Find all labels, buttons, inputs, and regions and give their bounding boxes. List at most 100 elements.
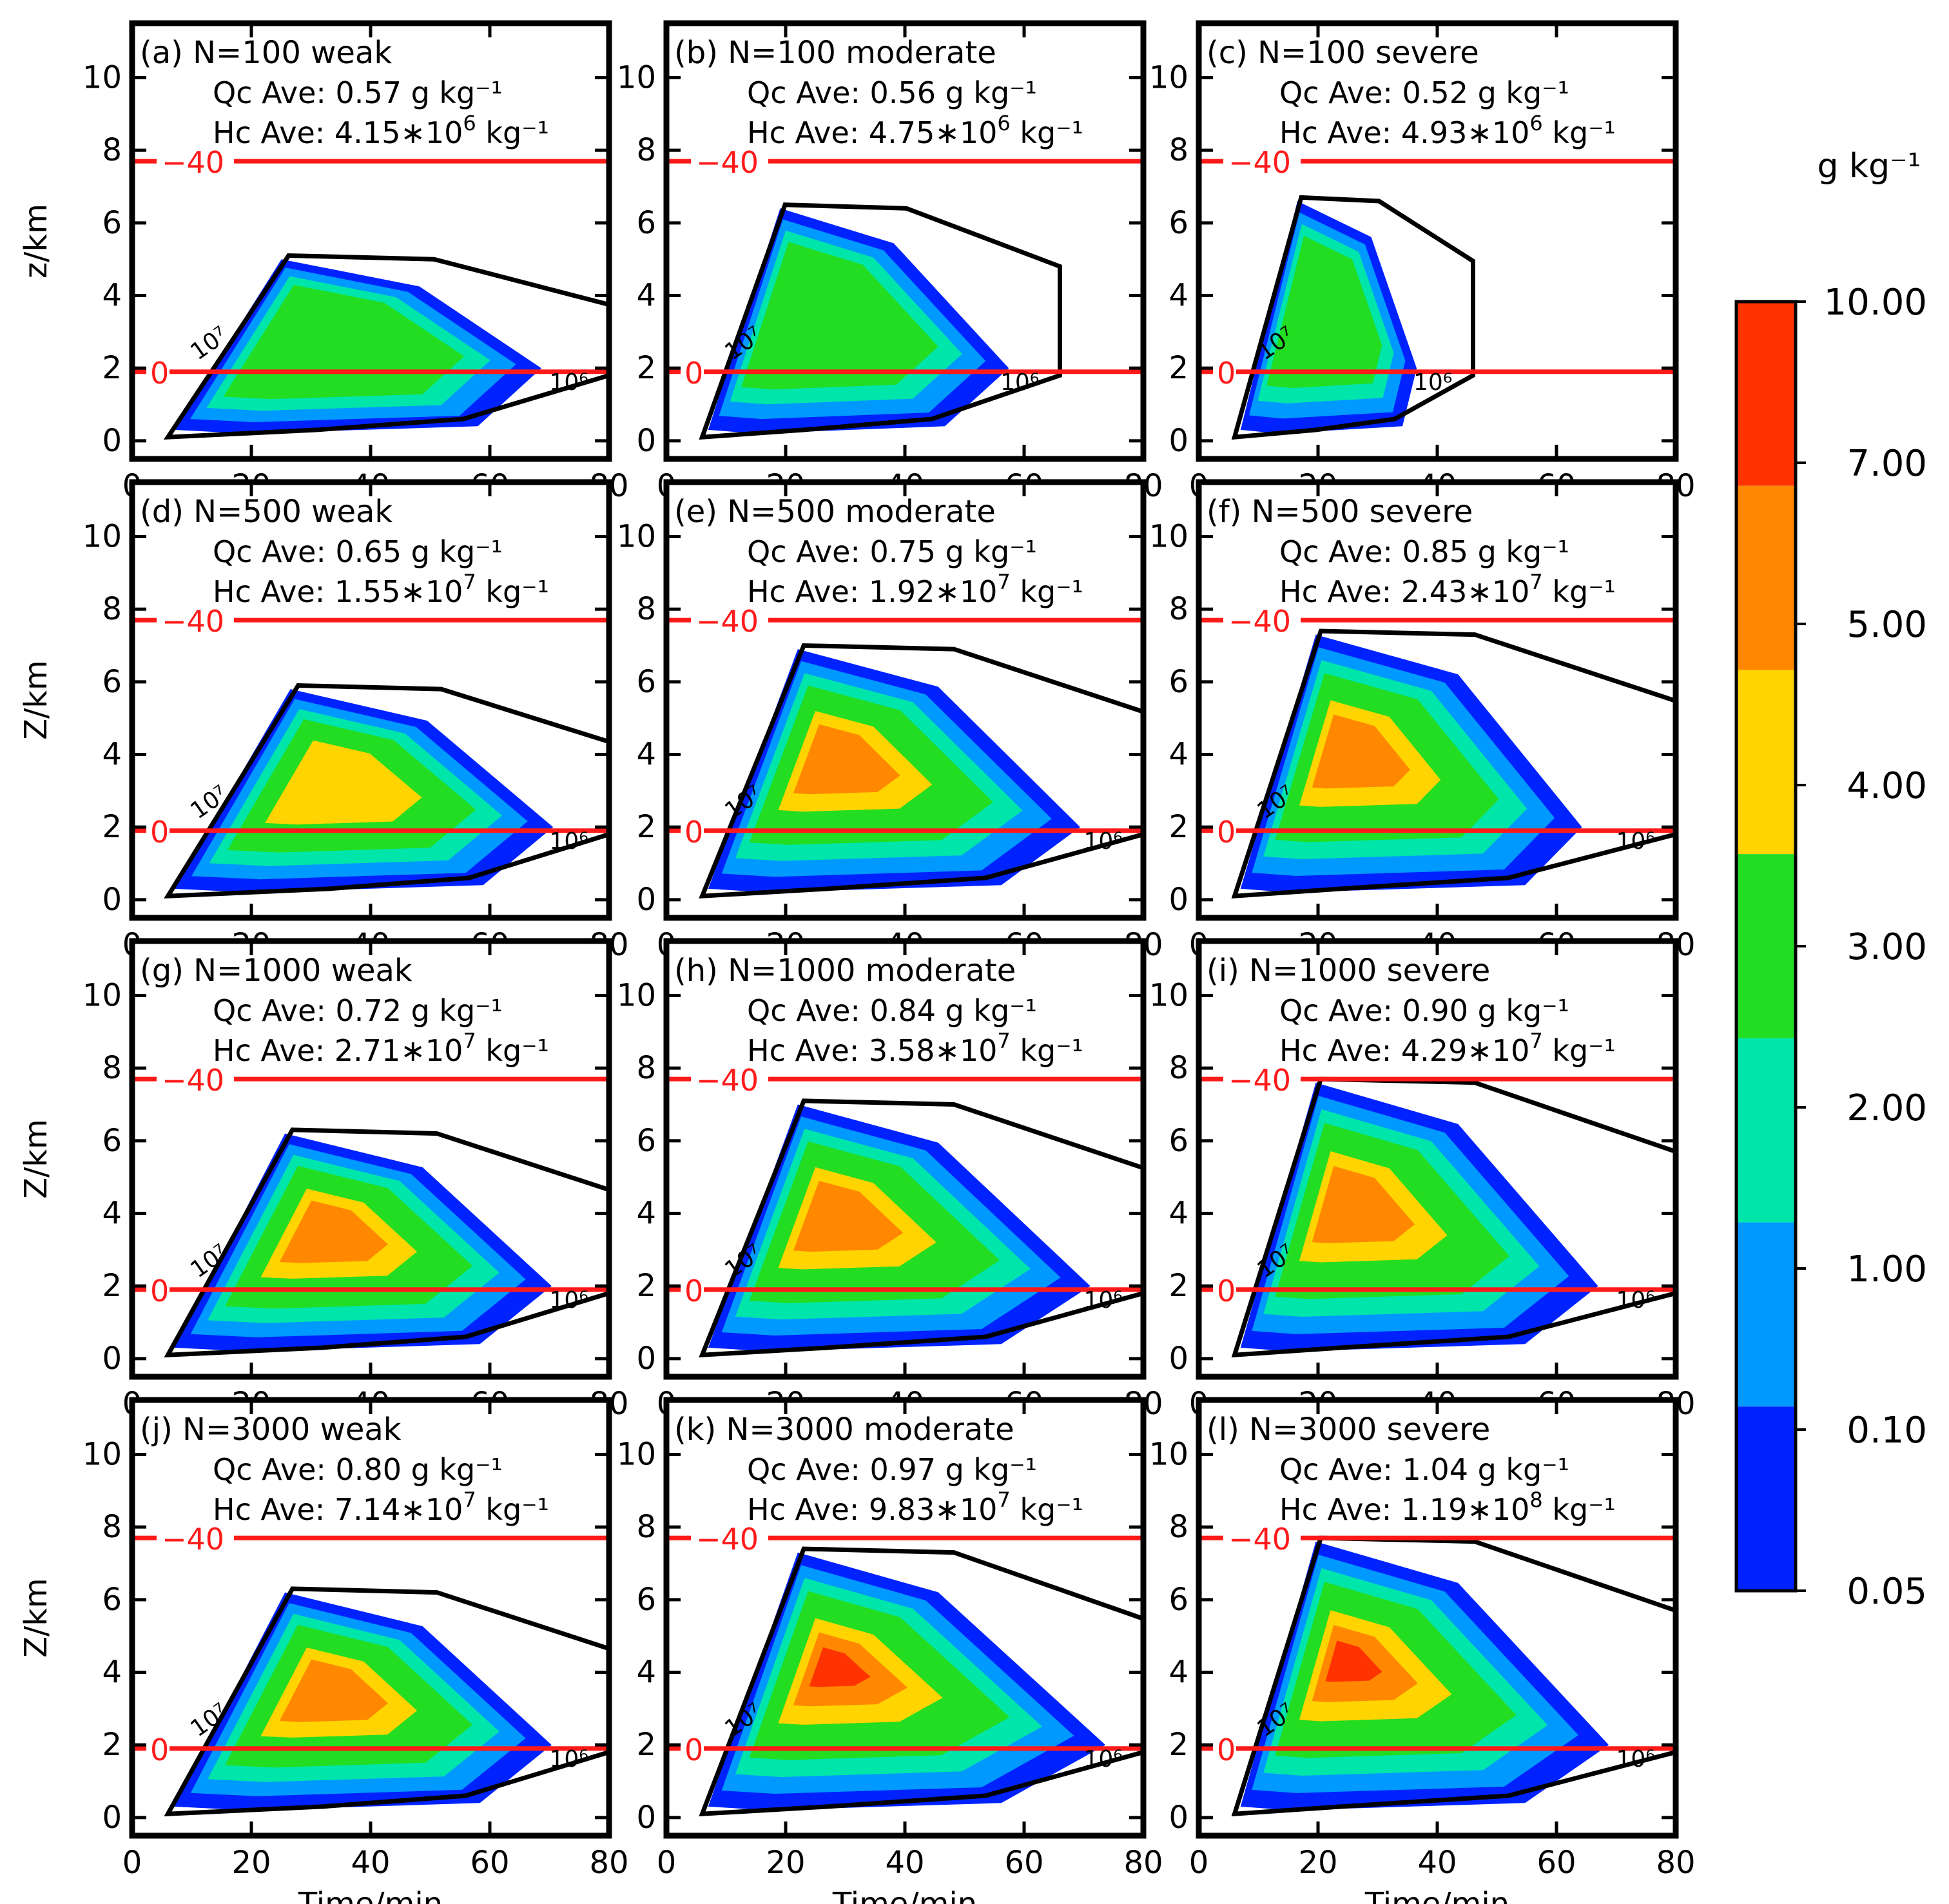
y-tick-label: 6 (1168, 664, 1188, 700)
label-bg (691, 1061, 768, 1095)
isotherm-m40-label: −40 (1228, 1063, 1291, 1098)
hc-contour (1231, 195, 1475, 440)
qc-contour-3 (1275, 248, 1370, 373)
x-tick-label: 60 (1004, 1845, 1043, 1881)
panel-title: (h) N=1000 moderate (674, 953, 1016, 989)
y-tick-label: 10 (1149, 1437, 1188, 1473)
y-tick-label: 6 (102, 205, 122, 241)
isotherm-0-label: 0 (1217, 356, 1236, 391)
y-axis-label: Z/km (18, 1578, 54, 1658)
x-axis-label: Time/min (832, 1886, 977, 1904)
colorbar: 10.00 7.00 5.00 4.00 3.00 2.00 1.00 0.10 0.05 g k… (1734, 147, 1927, 1613)
y-axis-label: Z/km (18, 660, 54, 740)
y-tick-label: 8 (1168, 1509, 1188, 1545)
y-tick-label: 2 (636, 1268, 656, 1304)
isotherm-m40-label: −40 (162, 145, 224, 180)
y-tick-label: 6 (102, 664, 122, 700)
colorbar-swatch (1736, 1406, 1796, 1591)
x-tick-label: 40 (351, 1845, 390, 1881)
y-tick-label: 8 (102, 591, 122, 627)
hc-average: Hc Ave: 4.93∗106 kg⁻¹ (1279, 111, 1616, 150)
panel-title: (g) N=1000 weak (140, 953, 412, 989)
x-tick-label: 0 (122, 1845, 142, 1881)
colorbar-label: 2.00 (1847, 1087, 1927, 1129)
isotherm-m40-label: −40 (1228, 604, 1291, 639)
isotherm-m40-label: −40 (1228, 145, 1291, 180)
hc-label: 10⁶ (1616, 828, 1655, 855)
hc-average: Hc Ave: 1.55∗107 kg⁻¹ (213, 570, 549, 609)
hc-average: Hc Ave: 1.92∗107 kg⁻¹ (747, 570, 1083, 609)
panel-title: (d) N=500 weak (140, 494, 393, 530)
y-tick-label: 0 (636, 882, 656, 918)
hc-label: 10⁶ (550, 1287, 588, 1314)
y-tick-label: 4 (636, 737, 656, 773)
label-bg (1223, 1520, 1301, 1554)
y-tick-label: 10 (1149, 519, 1188, 555)
y-tick-label: 8 (1168, 1050, 1188, 1086)
colorbar-label: 10.00 (1824, 282, 1927, 324)
label-bg (681, 1271, 704, 1304)
isotherm-m40-label: −40 (1228, 1522, 1291, 1557)
x-tick-label: 40 (885, 1845, 924, 1881)
label-bg (1213, 353, 1236, 386)
label-bg (1223, 602, 1301, 636)
y-tick-label: 6 (636, 205, 656, 241)
y-tick-label: 10 (617, 1437, 656, 1473)
y-tick-label: 4 (1168, 1196, 1188, 1232)
x-tick-label: 80 (589, 1845, 628, 1881)
y-tick-label: 2 (102, 809, 122, 845)
y-tick-label: 0 (102, 423, 122, 459)
y-tick-label: 10 (82, 519, 122, 555)
qc-average: Qc Ave: 0.56 g kg⁻¹ (747, 75, 1037, 110)
hc-average: Hc Ave: 4.75∗106 kg⁻¹ (747, 111, 1083, 150)
label-bg (691, 602, 768, 636)
hc-label: 10⁶ (1084, 1746, 1123, 1773)
qc-contour-5 (279, 1659, 388, 1722)
qc-average: Qc Ave: 0.72 g kg⁻¹ (213, 993, 503, 1028)
y-tick-label: 8 (636, 591, 656, 627)
qc-average: Qc Ave: 0.57 g kg⁻¹ (213, 75, 503, 110)
y-tick-label: 6 (1168, 1582, 1188, 1618)
panel-title: (k) N=3000 moderate (674, 1412, 1014, 1448)
y-tick-label: 10 (617, 519, 656, 555)
qc-average: Qc Ave: 0.97 g kg⁻¹ (747, 1452, 1037, 1487)
y-tick-label: 8 (1168, 132, 1188, 168)
colorbar-label: 0.10 (1847, 1410, 1927, 1452)
hc-label: 10⁶ (1616, 1746, 1655, 1773)
y-tick-label: 2 (1168, 1268, 1188, 1304)
label-bg (1223, 1061, 1301, 1095)
isotherm-0-label: 0 (150, 356, 169, 391)
x-tick-label: 60 (470, 1845, 509, 1881)
hc-label: 10⁶ (1084, 828, 1123, 855)
y-tick-label: 0 (1168, 423, 1188, 459)
qc-average: Qc Ave: 0.85 g kg⁻¹ (1279, 534, 1569, 569)
colorbar-swatch (1736, 1222, 1796, 1407)
label-bg (681, 812, 704, 845)
label-bg (157, 1061, 234, 1095)
panel-title: (l) N=3000 severe (1207, 1412, 1490, 1448)
y-tick-label: 6 (102, 1123, 122, 1159)
y-tick-label: 4 (636, 1196, 656, 1232)
isotherm-m40-label: −40 (162, 604, 224, 639)
colorbar-unit: g kg⁻¹ (1818, 147, 1921, 186)
hc-average: Hc Ave: 4.29∗107 kg⁻¹ (1279, 1029, 1616, 1068)
colorbar-label: 4.00 (1847, 765, 1927, 807)
isotherm-m40-label: −40 (696, 604, 759, 639)
qc-contour-7 (1325, 1640, 1382, 1682)
x-tick-label: 20 (231, 1845, 271, 1881)
y-tick-label: 6 (636, 1582, 656, 1618)
qc-contour-4 (265, 740, 422, 825)
isotherm-m40-label: −40 (696, 145, 759, 180)
label-bg (1223, 143, 1301, 177)
hc-average: Hc Ave: 4.15∗106 kg⁻¹ (213, 111, 549, 150)
isotherm-m40-label: −40 (696, 1063, 759, 1098)
label-bg (146, 1730, 170, 1763)
y-tick-label: 10 (82, 60, 122, 96)
isotherm-0-label: 0 (684, 356, 703, 391)
panel-title: (i) N=1000 severe (1207, 953, 1490, 989)
